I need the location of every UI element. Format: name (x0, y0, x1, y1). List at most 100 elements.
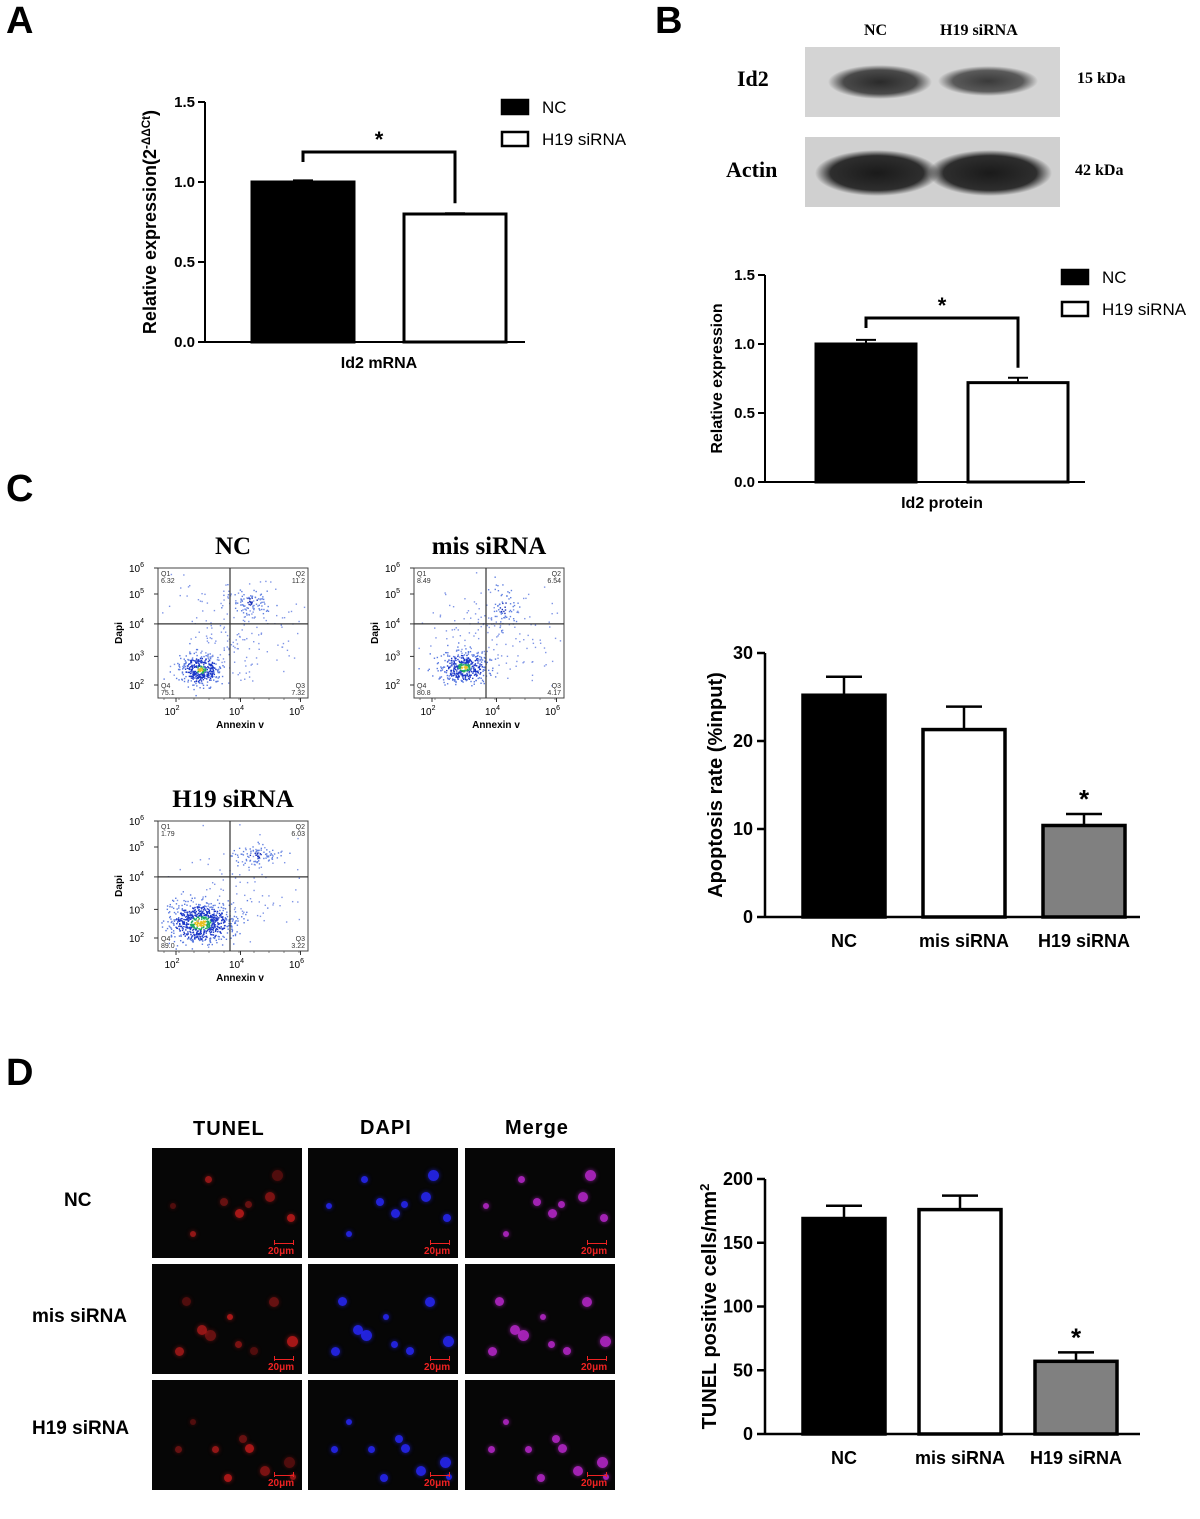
cell-nucleus (182, 1297, 191, 1306)
cell-nucleus (517, 1330, 529, 1341)
q1-label: Q1 (161, 824, 170, 831)
blot-size-actin: 42 kDa (1075, 162, 1124, 179)
cell-nucleus (547, 1208, 557, 1218)
micro-row-nc: NC (64, 1190, 92, 1211)
band-id2-nc (828, 65, 932, 99)
micro-col-merge: Merge (505, 1117, 569, 1139)
cell-nucleus (234, 1341, 242, 1348)
micro-col-tunel: TUNEL (193, 1118, 265, 1140)
cell-nucleus (326, 1203, 332, 1209)
y-tick-label: 103 (129, 903, 144, 916)
x-tick-label: 106 (289, 705, 304, 718)
scale-bar-label: 20μm (581, 1246, 608, 1257)
blot-size-id2: 15 kDa (1077, 70, 1126, 87)
cell-nucleus (597, 1457, 608, 1468)
cell-nucleus (600, 1214, 608, 1222)
cell-nucleus (174, 1446, 182, 1453)
cell-nucleus (245, 1200, 252, 1208)
y-tick-label: 104 (385, 618, 400, 631)
cell-nucleus (487, 1346, 497, 1356)
micrograph-mis-sirna-tunel: 20μm (152, 1264, 302, 1374)
cell-nucleus (224, 1473, 232, 1482)
significance-star: * (1079, 784, 1090, 814)
scale-bar: 20μm (268, 1240, 296, 1257)
q3-value: 4.17 (547, 690, 561, 697)
significance-star: * (1071, 1322, 1082, 1352)
y-tick-label: 0.0 (734, 474, 755, 491)
panel-letter-d: D (6, 1052, 34, 1094)
cell-nucleus (390, 1208, 400, 1218)
y-tick-label: 103 (385, 650, 400, 663)
y-tick-label: 1.5 (174, 94, 195, 111)
cell-nucleus (260, 1465, 270, 1476)
cell-nucleus (338, 1297, 347, 1306)
y-tick-label: 102 (129, 679, 144, 692)
cell-nucleus (552, 1435, 560, 1443)
cell-nucleus (420, 1192, 431, 1202)
cell-nucleus (375, 1197, 384, 1206)
x-tick-label: 104 (229, 705, 244, 718)
micrograph-h19-sirna-dapi: 20μm (308, 1380, 458, 1490)
y-axis-label: Relative expression(2-ΔΔCt) (140, 110, 161, 334)
cell-nucleus (204, 1175, 212, 1183)
flow-frame (157, 567, 309, 699)
y-tick-label: 0.0 (174, 334, 195, 351)
bar-nc (814, 342, 918, 484)
cell-nucleus (573, 1465, 583, 1476)
cell-nucleus (537, 1473, 545, 1482)
y-tick-label: 200 (723, 1169, 753, 1189)
bar-h19-sirna (966, 381, 1070, 484)
scale-bar: 20μm (581, 1240, 609, 1257)
band-id2-h19 (938, 66, 1038, 96)
cell-nucleus (540, 1313, 546, 1320)
y-tick-label: 106 (129, 562, 144, 575)
cell-nucleus (443, 1214, 451, 1222)
bar-nc (801, 1216, 887, 1436)
cell-nucleus (525, 1446, 532, 1453)
cell-nucleus (517, 1175, 525, 1183)
legend-label: H19 siRNA (542, 130, 627, 149)
micrograph-h19-sirna-tunel: 20μm (152, 1380, 302, 1490)
category-label: Id2 mRNA (341, 355, 418, 372)
scale-bar-label: 20μm (424, 1246, 451, 1257)
y-tick-label: 0.5 (734, 405, 755, 422)
micrograph-mis-sirna-merge: 20μm (465, 1264, 615, 1374)
cell-nucleus (558, 1200, 565, 1208)
cell-nucleus (234, 1208, 244, 1218)
significance-star: * (938, 293, 947, 318)
x-axis-label: Annexin v (216, 973, 264, 984)
cell-nucleus (577, 1192, 588, 1202)
q2-value: 6.03 (291, 831, 305, 838)
panel-letter-a: A (6, 0, 34, 42)
y-axis-label: Apoptosis rate (%input) (705, 672, 727, 898)
cell-nucleus (425, 1297, 435, 1307)
cell-nucleus (204, 1330, 216, 1341)
scale-bar: 20μm (424, 1240, 452, 1257)
scale-bar-label: 20μm (424, 1362, 451, 1373)
flow-plot-h19-sirna: H19 siRNA Q1 1.79 Q2 6.03 Q3 3.22 Q4 89.0 102 104 1… (108, 783, 328, 1003)
cell-nucleus (170, 1203, 176, 1209)
scale-bar-label: 20μm (581, 1362, 608, 1373)
blot-row-id2: Id2 (737, 66, 769, 91)
cell-nucleus (547, 1341, 555, 1348)
flow-plot-mis-sirna: mis siRNA Q1 8.49 Q2 6.54 Q3 4.17 Q4 80.8 102 104 1… (364, 530, 584, 750)
y-tick-label: 1.0 (174, 174, 195, 191)
y-tick-label: 102 (129, 932, 144, 945)
scale-bar: 20μm (424, 1356, 452, 1373)
legend-label: NC (1102, 268, 1127, 287)
flow-events (162, 573, 306, 697)
blot-col-h19: H19 siRNA (940, 22, 1018, 39)
q1-value: 1.79 (161, 831, 175, 838)
cell-nucleus (330, 1346, 340, 1356)
cell-nucleus (585, 1170, 596, 1181)
cell-nucleus (416, 1465, 426, 1476)
x-tick-label: 106 (545, 705, 560, 718)
q3-label: Q3 (296, 683, 305, 690)
band-actin-nc (815, 150, 939, 196)
cell-nucleus (212, 1446, 219, 1453)
y-tick-label: 106 (385, 562, 400, 575)
q4-value: 89.0 (161, 943, 175, 950)
y-tick-label: 106 (129, 815, 144, 828)
bar-h19-sirna (1041, 823, 1127, 919)
